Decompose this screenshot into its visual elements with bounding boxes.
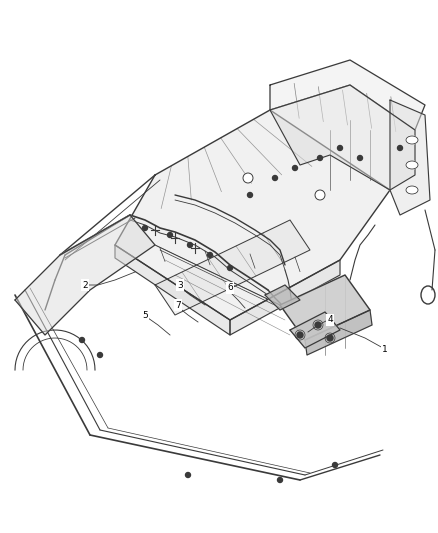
- Text: 5: 5: [142, 311, 148, 319]
- Circle shape: [327, 335, 333, 341]
- Ellipse shape: [406, 136, 418, 144]
- Text: 6: 6: [227, 284, 233, 293]
- Circle shape: [332, 463, 338, 467]
- Circle shape: [357, 156, 363, 160]
- Circle shape: [297, 332, 303, 338]
- Text: 7: 7: [175, 301, 181, 310]
- Circle shape: [187, 243, 192, 247]
- Circle shape: [338, 146, 343, 150]
- Polygon shape: [280, 275, 370, 340]
- Circle shape: [315, 322, 321, 328]
- Polygon shape: [155, 220, 310, 315]
- Circle shape: [208, 253, 212, 257]
- Ellipse shape: [406, 186, 418, 194]
- Polygon shape: [15, 215, 155, 335]
- Circle shape: [293, 166, 297, 171]
- Circle shape: [272, 175, 278, 181]
- Circle shape: [278, 478, 283, 482]
- Polygon shape: [270, 85, 415, 190]
- Circle shape: [318, 156, 322, 160]
- Text: 2: 2: [82, 280, 88, 289]
- Ellipse shape: [406, 161, 418, 169]
- Circle shape: [243, 173, 253, 183]
- Circle shape: [227, 265, 233, 271]
- Circle shape: [247, 192, 252, 198]
- Text: 1: 1: [382, 345, 388, 354]
- Circle shape: [98, 352, 102, 358]
- Circle shape: [142, 225, 148, 230]
- Polygon shape: [230, 260, 340, 335]
- Polygon shape: [305, 310, 372, 355]
- Polygon shape: [390, 100, 430, 215]
- Polygon shape: [270, 60, 425, 130]
- Polygon shape: [115, 245, 230, 335]
- Circle shape: [315, 190, 325, 200]
- Polygon shape: [115, 110, 390, 320]
- Circle shape: [167, 232, 173, 238]
- Circle shape: [186, 472, 191, 478]
- Circle shape: [80, 337, 85, 343]
- Polygon shape: [265, 285, 300, 310]
- Text: 3: 3: [177, 280, 183, 289]
- Polygon shape: [290, 312, 340, 348]
- Text: 4: 4: [327, 316, 333, 325]
- Circle shape: [398, 146, 403, 150]
